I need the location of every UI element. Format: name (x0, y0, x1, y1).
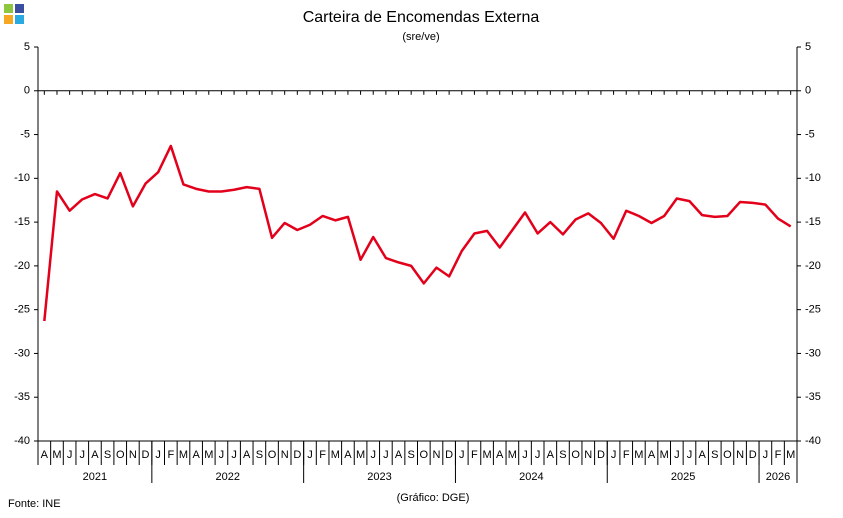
logo (4, 4, 13, 13)
x-tick-label: F (471, 449, 478, 461)
x-tick-label: N (281, 449, 289, 461)
x-tick-label: J (307, 449, 313, 461)
x-tick-label: D (445, 449, 453, 461)
x-tick-label: O (723, 449, 732, 461)
x-tick-label: J (383, 449, 389, 461)
y-tick-label: -5 (20, 128, 30, 140)
x-tick-label: A (547, 449, 555, 461)
x-tick-label: M (660, 449, 669, 461)
logo (15, 15, 24, 24)
y2-tick-label: -30 (805, 347, 821, 359)
y-tick-label: -40 (14, 435, 30, 447)
x-tick-label: N (129, 449, 137, 461)
x-tick-label: A (41, 449, 49, 461)
x-tick-label: J (80, 449, 86, 461)
logo (4, 15, 13, 24)
x-tick-label: J (231, 449, 237, 461)
x-tick-label: D (749, 449, 757, 461)
credit: (Gráfico: DGE) (397, 492, 470, 504)
x-tick-label: F (319, 449, 326, 461)
x-tick-label: N (584, 449, 592, 461)
year-label: 2023 (367, 471, 391, 483)
x-tick-label: O (420, 449, 429, 461)
x-tick-label: N (736, 449, 744, 461)
x-tick-label: O (268, 449, 277, 461)
x-tick-label: A (344, 449, 352, 461)
x-tick-label: S (104, 449, 111, 461)
y-tick-label: -35 (14, 391, 30, 403)
x-tick-label: S (559, 449, 566, 461)
x-tick-label: A (648, 449, 656, 461)
x-tick-label: F (775, 449, 782, 461)
x-tick-label: J (370, 449, 376, 461)
x-tick-label: F (623, 449, 630, 461)
y-tick-label: 5 (24, 41, 30, 53)
year-label: 2026 (766, 471, 790, 483)
y2-tick-label: -40 (805, 435, 821, 447)
x-tick-label: J (155, 449, 161, 461)
x-tick-label: O (116, 449, 125, 461)
y2-tick-label: 0 (805, 85, 811, 97)
x-tick-label: J (522, 449, 528, 461)
year-label: 2021 (83, 471, 107, 483)
x-tick-label: M (52, 449, 61, 461)
x-tick-label: A (192, 449, 200, 461)
x-tick-label: N (432, 449, 440, 461)
x-tick-label: M (508, 449, 517, 461)
x-tick-label: S (256, 449, 263, 461)
x-tick-label: J (687, 449, 693, 461)
x-tick-label: S (711, 449, 718, 461)
x-tick-label: D (597, 449, 605, 461)
x-tick-label: J (763, 449, 769, 461)
x-tick-label: O (571, 449, 580, 461)
y2-tick-label: 5 (805, 41, 811, 53)
x-tick-label: M (356, 449, 365, 461)
x-tick-label: J (459, 449, 465, 461)
logo (15, 4, 24, 13)
x-tick-label: A (243, 449, 251, 461)
x-tick-label: M (331, 449, 340, 461)
y2-tick-label: -15 (805, 216, 821, 228)
y-tick-label: -10 (14, 172, 30, 184)
chart-title: Carteira de Encomendas Externa (303, 9, 540, 26)
x-tick-label: D (293, 449, 301, 461)
x-tick-label: D (142, 449, 150, 461)
y2-tick-label: -5 (805, 128, 815, 140)
x-tick-label: M (786, 449, 795, 461)
x-tick-label: J (219, 449, 225, 461)
x-tick-label: A (91, 449, 99, 461)
x-tick-label: A (395, 449, 403, 461)
x-tick-label: J (674, 449, 680, 461)
y-tick-label: 0 (24, 85, 30, 97)
y-tick-label: -25 (14, 304, 30, 316)
line-series (43, 144, 792, 322)
x-tick-label: M (204, 449, 213, 461)
year-label: 2022 (216, 471, 240, 483)
chart-subtitle: (sre/ve) (402, 31, 439, 43)
x-tick-label: A (496, 449, 504, 461)
x-tick-label: M (482, 449, 491, 461)
x-tick-label: S (408, 449, 415, 461)
x-tick-label: M (634, 449, 643, 461)
x-tick-label: J (611, 449, 617, 461)
x-tick-label: M (179, 449, 188, 461)
y-tick-label: -20 (14, 260, 30, 272)
y2-tick-label: -35 (805, 391, 821, 403)
y-tick-label: -30 (14, 347, 30, 359)
y2-tick-label: -25 (805, 304, 821, 316)
x-tick-label: F (167, 449, 174, 461)
year-label: 2024 (519, 471, 543, 483)
x-tick-label: J (535, 449, 541, 461)
x-tick-label: A (698, 449, 706, 461)
y2-tick-label: -20 (805, 260, 821, 272)
y-tick-label: -15 (14, 216, 30, 228)
source: Fonte: INE (8, 498, 61, 510)
y2-tick-label: -10 (805, 172, 821, 184)
year-label: 2025 (671, 471, 695, 483)
x-tick-label: J (67, 449, 73, 461)
